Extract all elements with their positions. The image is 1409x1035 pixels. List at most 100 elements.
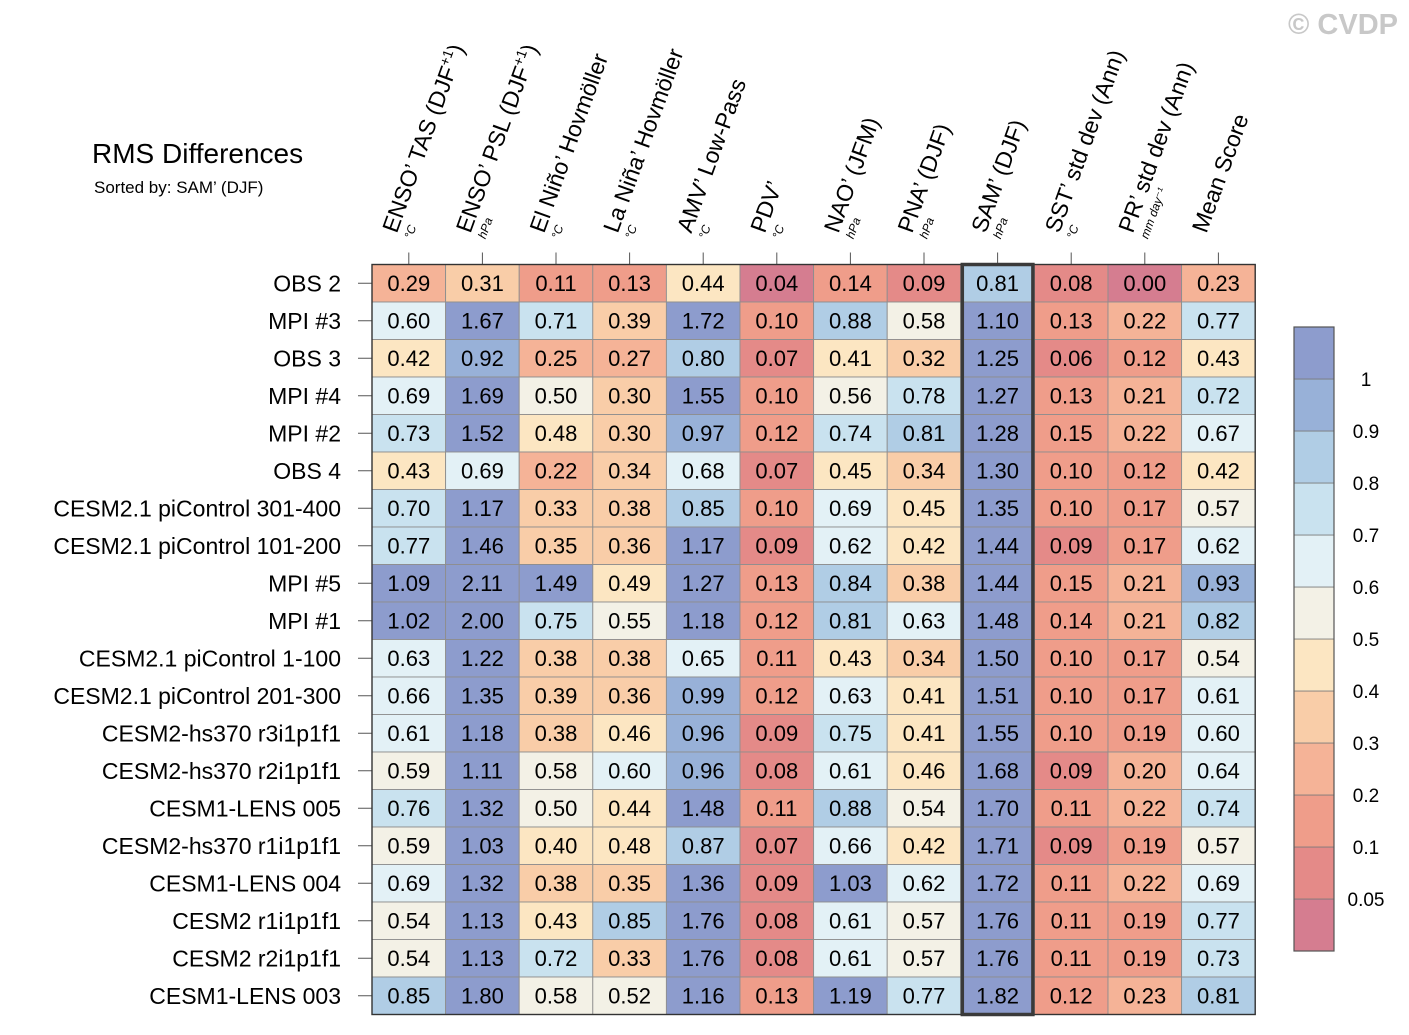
heatmap-cell: [592, 564, 667, 603]
cell-value-label: 0.12: [755, 421, 798, 446]
heatmap-cells: 0.29 0.31 0.11 0.13 0.44 0.04 0.14 0.09 0.81 0.08…: [371, 263, 1256, 1016]
cell-value-label: 0.43: [387, 458, 430, 483]
column-unit-label: hPa: [917, 215, 938, 240]
cell-value-label: 1.69: [461, 383, 504, 408]
heatmap-cell: [518, 601, 594, 640]
cell-value-label: 1.76: [976, 946, 1019, 971]
cell-value-label: 0.77: [1197, 908, 1240, 933]
cell-value-label: 0.59: [387, 833, 430, 858]
heatmap-cell: [445, 339, 520, 378]
cell-value-label: 0.11: [756, 646, 797, 671]
heatmap-cell: [1181, 489, 1256, 528]
heatmap-cell: [592, 601, 667, 640]
heatmap-cell: [739, 601, 815, 640]
cell-value-label: 0.68: [682, 458, 725, 483]
colorbar-swatch: [1293, 482, 1335, 536]
heatmap-cell: [886, 564, 962, 603]
heatmap-cell: [739, 526, 815, 565]
row-label: CESM2-hs370 r2i1p1f1: [102, 758, 341, 784]
heatmap-cell: [592, 414, 667, 453]
cell-value-label: 0.11: [1051, 871, 1092, 896]
cell-value-label: 1.76: [976, 908, 1019, 933]
cell-value-label: 0.67: [1197, 421, 1240, 446]
cell-value-label: 0.78: [903, 383, 946, 408]
cell-value-label: 0.33: [535, 496, 578, 521]
colorbar-swatch: [1293, 690, 1335, 744]
row-label: CESM2.1 piControl 101-200: [53, 533, 341, 559]
heatmap-cell: [886, 376, 962, 415]
cell-value-label: 0.10: [755, 383, 798, 408]
chart-subtitle: Sorted by: SAM’ (DJF): [94, 178, 263, 197]
cell-value-label: 0.40: [535, 833, 578, 858]
heatmap-cell: [886, 676, 962, 715]
heatmap-cell: [1033, 976, 1109, 1015]
cell-value-label: 0.09: [755, 871, 798, 896]
cell-value-label: 0.88: [829, 308, 872, 333]
row-label: OBS 3: [273, 345, 341, 371]
cell-value-label: 0.21: [1123, 383, 1166, 408]
heatmap-cell: [518, 376, 594, 415]
cell-value-label: 0.81: [829, 608, 872, 633]
heatmap-cell: [665, 976, 741, 1015]
heatmap-cell: [1107, 976, 1183, 1015]
row-label: CESM2 r1i1p1f1: [172, 908, 341, 934]
row-label: CESM2.1 piControl 201-300: [53, 683, 341, 709]
cell-value-label: 1.68: [976, 758, 1019, 783]
cell-value-label: 1.17: [461, 496, 504, 521]
heatmap-cell: [371, 639, 447, 678]
heatmap-cell: [813, 864, 888, 903]
colorbar-tick-label: 0.3: [1353, 734, 1379, 755]
heatmap-cell: [665, 414, 741, 453]
cell-value-label: 0.70: [387, 496, 430, 521]
heatmap-cell: [960, 901, 1035, 940]
cell-value-label: 0.75: [535, 608, 578, 633]
column-header-label: ENSO’ PSL (DJF+1): [450, 40, 543, 236]
heatmap-cell: [1107, 939, 1183, 978]
cell-value-label: 0.77: [387, 533, 430, 558]
heatmap-cell: [960, 789, 1035, 828]
colorbar-swatch: [1293, 846, 1335, 900]
row-label: OBS 2: [273, 270, 341, 296]
column-header-label: AMV’ Low-Pass: [671, 75, 751, 236]
heatmap-cell: [1033, 864, 1109, 903]
cell-value-label: 1.18: [461, 721, 504, 746]
cell-value-label: 0.56: [829, 383, 872, 408]
cell-value-label: 0.84: [829, 571, 872, 596]
heatmap-cell: [1107, 826, 1183, 865]
cell-value-label: 1.55: [976, 721, 1019, 746]
cell-value-label: 0.14: [1050, 608, 1093, 633]
heatmap-cell: [739, 789, 815, 828]
heatmap-cell: [813, 714, 888, 753]
heatmap-cell: [592, 939, 667, 978]
cell-value-label: 1.80: [461, 983, 504, 1008]
heatmap-cell: [1181, 526, 1256, 565]
heatmap-cell: [371, 901, 447, 940]
cell-value-label: 0.11: [756, 796, 797, 821]
heatmap-cell: [739, 714, 815, 753]
heatmap-cell: [1181, 864, 1256, 903]
heatmap-cell: [371, 301, 447, 340]
cell-value-label: 1.13: [461, 946, 504, 971]
cell-value-label: 0.43: [535, 908, 578, 933]
cell-value-label: 1.76: [682, 946, 725, 971]
cell-value-label: 1.72: [976, 871, 1019, 896]
cell-value-label: 1.16: [682, 983, 725, 1008]
cell-value-label: 0.57: [1197, 496, 1240, 521]
cell-value-label: 0.69: [461, 458, 504, 483]
colorbar-swatch: [1293, 742, 1335, 796]
cell-value-label: 0.75: [829, 721, 872, 746]
heatmap-cell: [665, 451, 741, 490]
colorbar-swatch: [1293, 326, 1335, 380]
cell-value-label: 1.72: [682, 308, 725, 333]
cell-value-label: 0.81: [1197, 983, 1240, 1008]
cell-value-label: 0.13: [608, 271, 651, 296]
cell-value-label: 0.41: [829, 346, 872, 371]
heatmap-cell: [445, 564, 520, 603]
heatmap-cell: [371, 864, 447, 903]
heatmap-cell: [886, 264, 962, 303]
heatmap-cell: [371, 564, 447, 603]
cell-value-label: 0.57: [903, 946, 946, 971]
column-header-superscript: +1: [436, 47, 457, 68]
cell-value-label: 0.54: [387, 946, 430, 971]
cell-value-label: 1.50: [976, 646, 1019, 671]
